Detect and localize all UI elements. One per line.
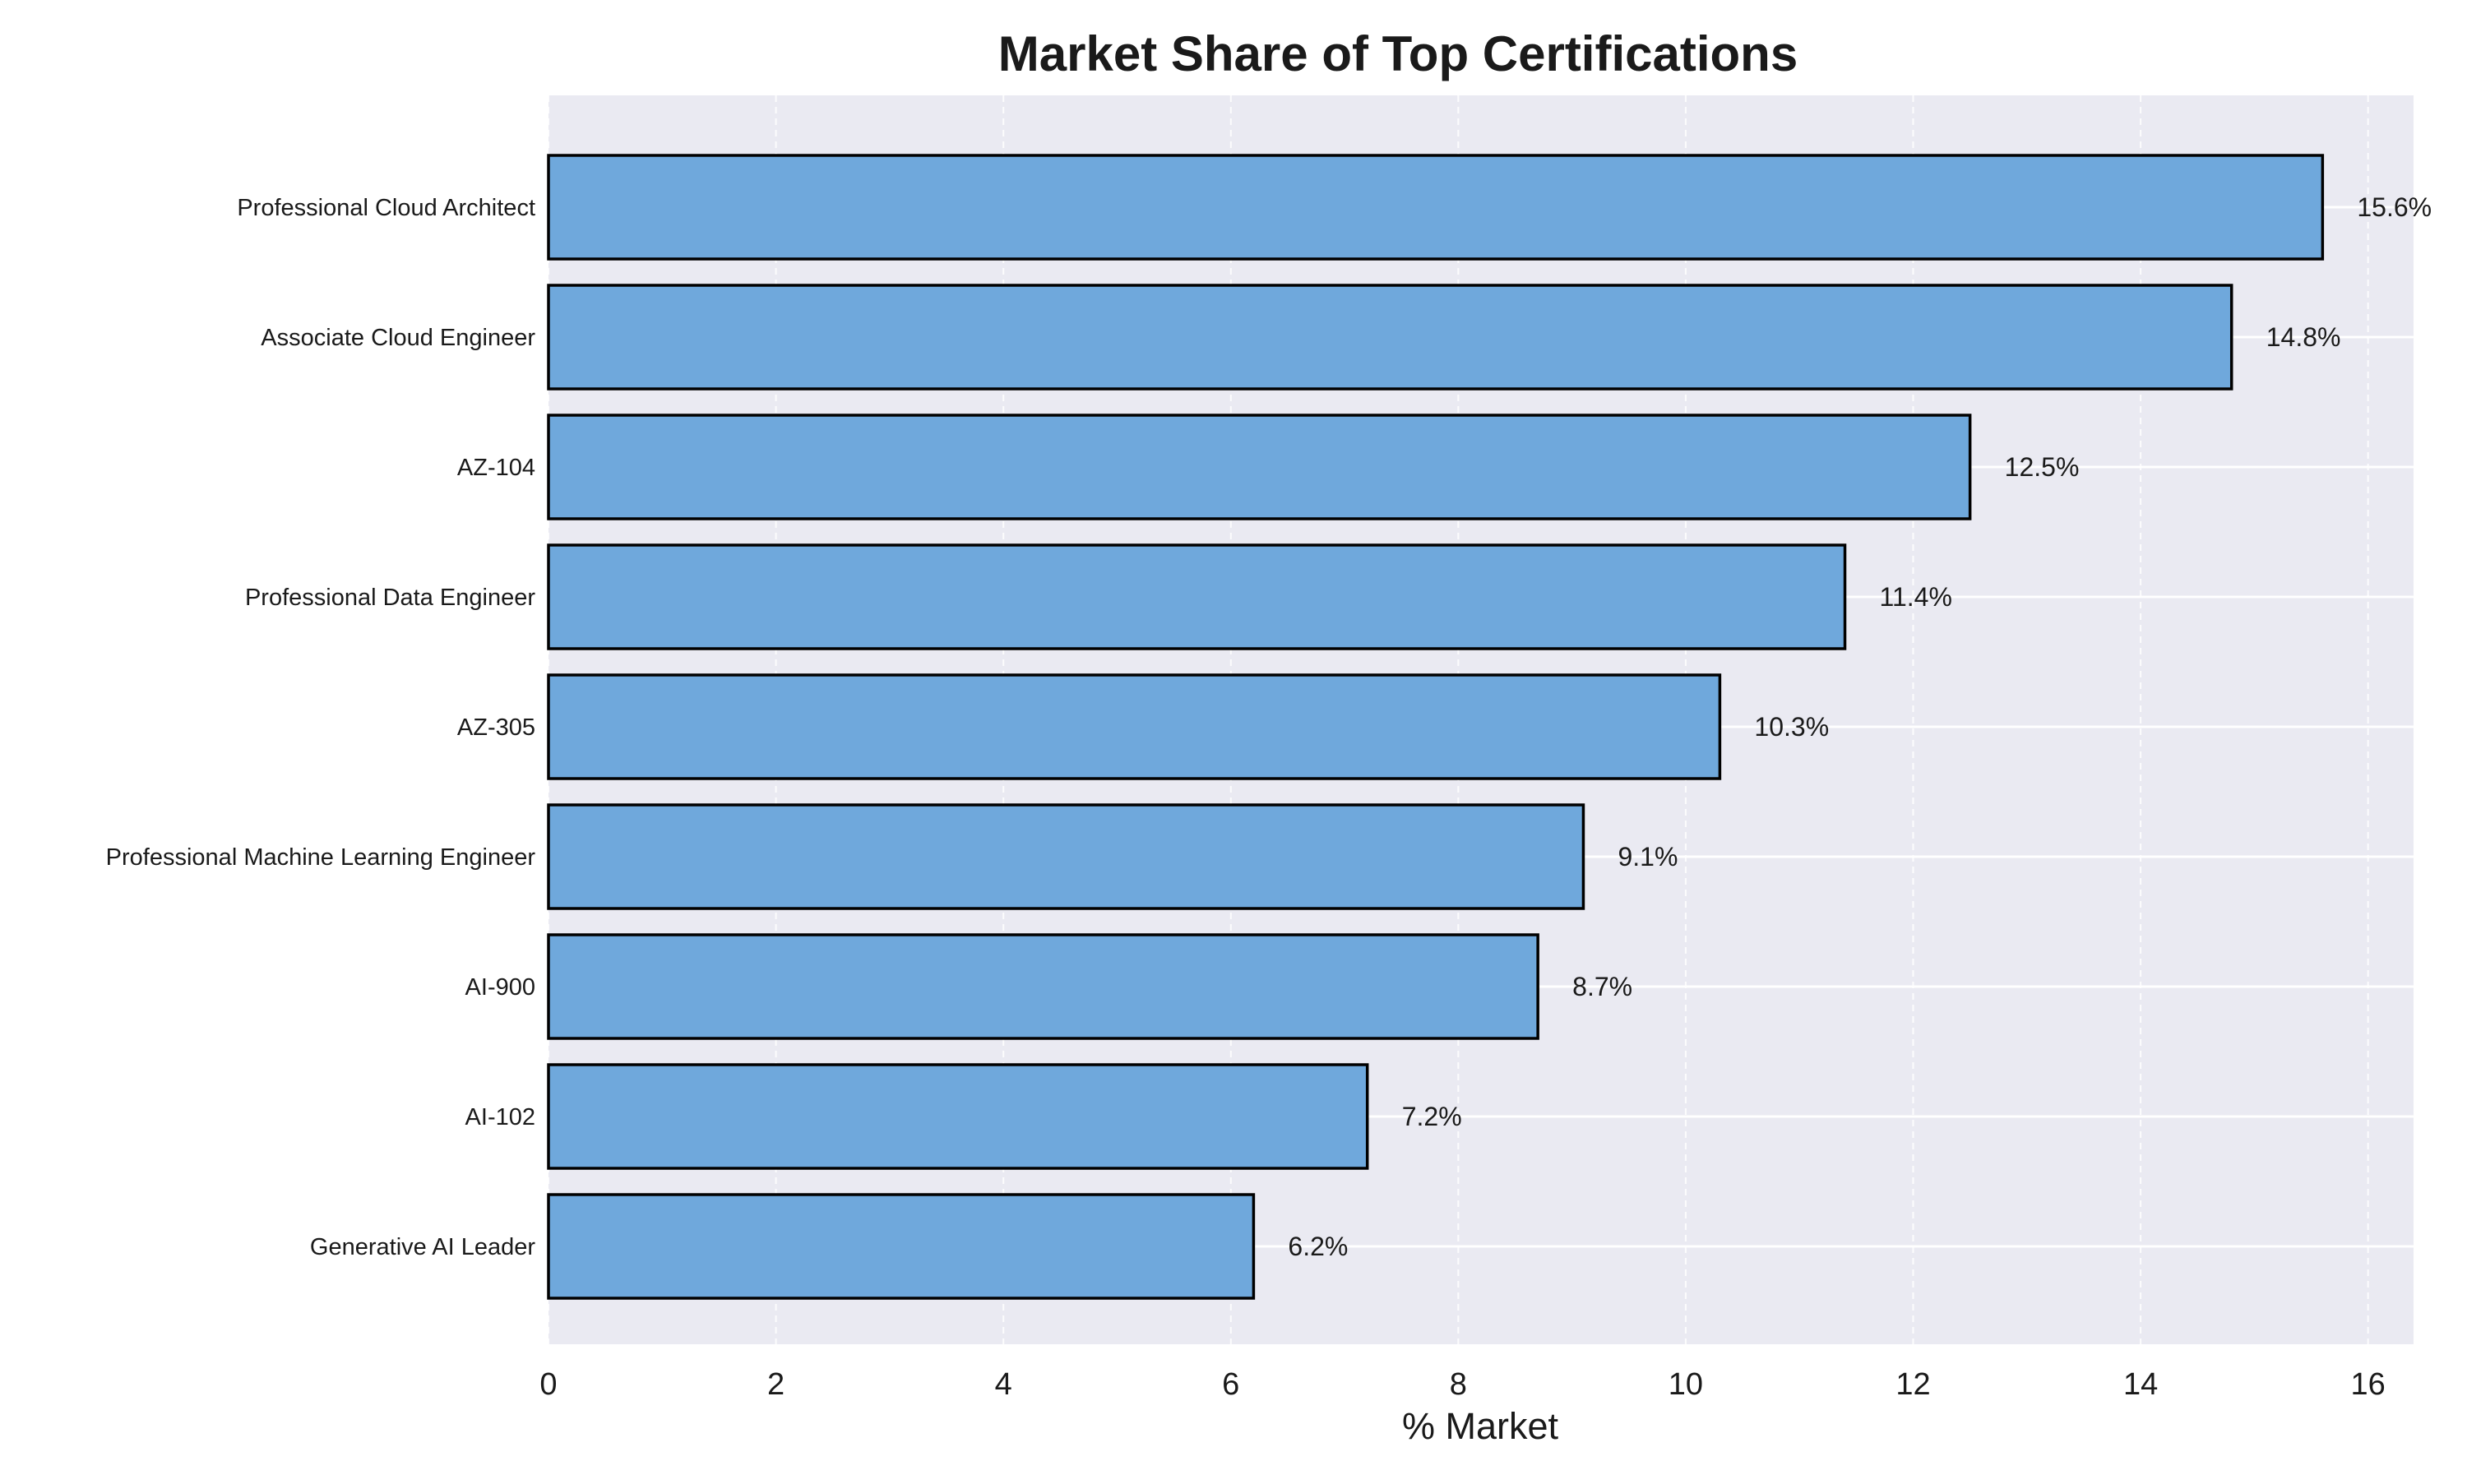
bar-value-label: 14.8% <box>2266 322 2341 352</box>
bars <box>547 154 2325 1300</box>
y-tick-label: Generative AI Leader <box>310 1234 535 1260</box>
y-tick-label: AI-102 <box>465 1104 535 1130</box>
bar-value-label: 10.3% <box>1754 712 1829 742</box>
bar-value-label: 11.4% <box>1880 582 1952 612</box>
bar-value-label: 7.2% <box>1402 1102 1462 1131</box>
bar <box>547 414 1972 520</box>
x-tick-label: 6 <box>1222 1367 1239 1402</box>
y-tick-label: Professional Data Engineer <box>245 585 535 611</box>
x-tick-label: 0 <box>539 1367 557 1402</box>
y-tick-label: Professional Cloud Architect <box>237 195 535 221</box>
y-tick-label: Professional Machine Learning Engineer <box>106 844 536 871</box>
x-tick-label: 8 <box>1450 1367 1467 1402</box>
y-tick-label: AZ-104 <box>457 455 535 481</box>
bar-value-label: 6.2% <box>1288 1232 1348 1261</box>
bar-value-label: 9.1% <box>1618 842 1678 871</box>
x-axis-label: % Market <box>1402 1405 1559 1447</box>
x-tick-label: 12 <box>1895 1367 1930 1402</box>
y-tick-label: Associate Cloud Engineer <box>261 325 535 351</box>
x-tick-label: 16 <box>2351 1367 2386 1402</box>
bar <box>547 543 1847 650</box>
bar-value-label: 12.5% <box>2005 452 2080 482</box>
value-labels: 15.6% 14.8% 12.5% 11.4% 10.3% 9.1% 8.7% 7.2% 6.2… <box>1288 192 2432 1261</box>
bar <box>547 1063 1369 1170</box>
bar <box>547 933 1539 1040</box>
x-tick-label: 4 <box>995 1367 1012 1402</box>
y-axis-tick-labels: Professional Cloud Architect Associate Cl… <box>106 195 536 1260</box>
x-tick-label: 10 <box>1669 1367 1703 1402</box>
bar-value-label: 15.6% <box>2357 192 2432 222</box>
y-tick-label: AI-900 <box>465 974 535 1001</box>
chart-title: Market Share of Top Certifications <box>998 26 1798 81</box>
bar <box>547 1193 1256 1300</box>
bar <box>547 284 2233 391</box>
bar <box>547 154 2325 261</box>
x-tick-label: 2 <box>767 1367 785 1402</box>
y-tick-label: AZ-305 <box>457 714 535 741</box>
bar <box>547 803 1585 910</box>
x-axis-tick-labels: 0 2 4 6 8 10 12 14 16 <box>539 1367 2385 1402</box>
bar <box>547 673 1722 780</box>
bar-value-label: 8.7% <box>1572 972 1632 1001</box>
x-tick-label: 14 <box>2123 1367 2158 1402</box>
